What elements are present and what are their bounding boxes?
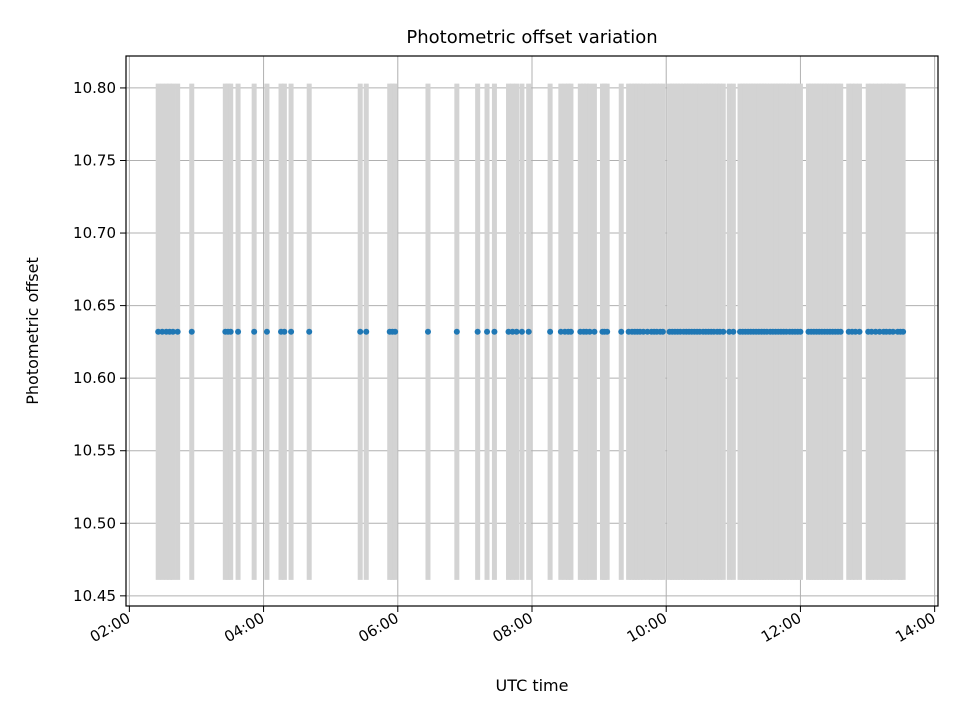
data-point <box>900 328 907 335</box>
data-point <box>484 328 491 335</box>
data-point <box>586 328 593 335</box>
data-point <box>856 328 863 335</box>
data-point <box>169 328 176 335</box>
data-point <box>251 328 258 335</box>
data-point <box>188 328 195 335</box>
data-point <box>453 328 460 335</box>
y-tick-label: 10.80 <box>73 79 116 97</box>
data-point <box>604 328 611 335</box>
y-tick-label: 10.50 <box>73 514 116 532</box>
data-point <box>491 328 498 335</box>
data-point <box>547 328 554 335</box>
data-point <box>720 328 727 335</box>
y-axis-ticks: 10.45 10.50 10.55 10.60 10.65 10.70 10.75 10.80 <box>73 79 126 605</box>
data-point <box>513 328 520 335</box>
y-tick-label: 10.65 <box>73 297 116 315</box>
y-axis-label: Photometric offset <box>23 257 42 405</box>
data-point <box>591 328 598 335</box>
data-point <box>424 328 431 335</box>
data-point <box>235 328 242 335</box>
data-point <box>288 328 295 335</box>
data-point <box>363 328 370 335</box>
y-tick-label: 10.60 <box>73 369 116 387</box>
data-point <box>227 328 234 335</box>
data-point <box>890 328 897 335</box>
data-point <box>518 328 525 335</box>
data-point <box>837 328 844 335</box>
data-point <box>281 328 288 335</box>
point-layer <box>155 328 907 335</box>
y-tick-label: 10.75 <box>73 151 116 169</box>
data-point <box>659 328 666 335</box>
y-tick-label: 10.45 <box>73 587 116 605</box>
data-point <box>618 328 625 335</box>
data-point <box>306 328 313 335</box>
data-point <box>730 328 737 335</box>
data-point <box>567 328 574 335</box>
data-point <box>174 328 181 335</box>
data-point <box>392 328 399 335</box>
y-tick-label: 10.70 <box>73 224 116 242</box>
x-axis-label: UTC time <box>496 676 569 695</box>
data-point <box>357 328 364 335</box>
y-tick-label: 10.55 <box>73 442 116 460</box>
data-point <box>525 328 532 335</box>
chart-title: Photometric offset variation <box>406 27 657 48</box>
data-point <box>263 328 270 335</box>
data-point <box>797 328 804 335</box>
data-point <box>474 328 481 335</box>
